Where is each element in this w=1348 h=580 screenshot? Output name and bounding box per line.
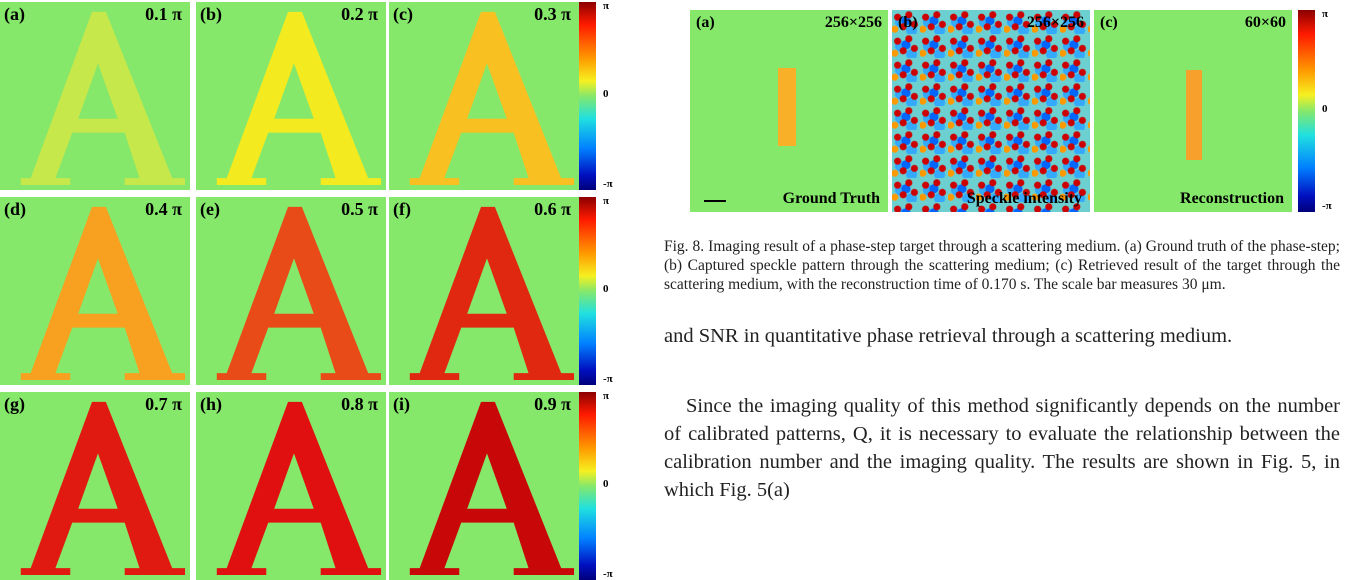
letter-shape [217,12,381,185]
panel-label: (i) [393,394,410,415]
letter-a [196,197,386,385]
letter-a [389,392,579,580]
panel-label: (e) [200,199,220,220]
panel-label: (a) [4,4,25,25]
paragraph: and SNR in quantitative phase retrieval … [664,322,1340,350]
phase-label: 0.5 π [341,199,378,220]
colorbar-tick: -π [1322,200,1332,212]
colorbar-tick: 0 [603,478,609,490]
colorbar-tick: 0 [1322,103,1328,115]
colorbar-tick: -π [603,568,613,580]
panel-label: (d) [4,199,26,220]
panel-label: (c) [1100,14,1118,32]
panel-label: (b) [200,4,222,25]
phase-panel: (c) 0.3 π [389,2,579,190]
colorbar-tick: π [603,0,609,12]
result-panel: (b) 256×256 Speckle intensity [892,10,1090,212]
colorbar-tick: π [603,390,609,402]
letter-shape [21,402,185,575]
phase-label: 0.6 π [534,199,571,220]
size-label: 60×60 [1245,14,1286,32]
letter-shape [217,402,381,575]
panel-label: (g) [4,394,25,415]
panel-label: (h) [200,394,222,415]
panel-label: (f) [393,199,411,220]
result-panel: (a) 256×256 Ground Truth [690,10,888,212]
phase-label: 0.8 π [341,394,378,415]
letter-shape [410,207,574,380]
letter-a [0,2,190,190]
colorbar [1298,10,1315,212]
letter-shape [217,207,381,380]
phase-panel: (e) 0.5 π [196,197,386,385]
size-label: 256×256 [1027,14,1084,32]
panel-label: (b) [898,14,918,32]
phase-label: 0.9 π [534,394,571,415]
letter-a [196,2,386,190]
panel-label: (c) [393,4,413,25]
phase-label: 0.2 π [341,4,378,25]
phase-panel: (i) 0.9 π [389,392,579,580]
phase-label: 0.3 π [534,4,571,25]
panel-label: (a) [696,14,715,32]
letter-a [0,197,190,385]
colorbar-tick: 0 [603,283,609,295]
panel-caption: Ground Truth [783,190,880,208]
page: {"figure_left": { "panels": [ {"label": … [0,0,1348,579]
colorbar-tick: 0 [603,88,609,100]
figure-caption: Fig. 8. Imaging result of a phase-step t… [664,237,1340,294]
scale-bar [704,200,726,202]
paragraph: Since the imaging quality of this method… [664,392,1340,504]
panel-caption: Speckle intensity [967,190,1082,208]
colorbar [579,197,596,385]
letter-a [389,2,579,190]
phase-panel: (a) 0.1 π [0,2,190,190]
letter-shape [21,207,185,380]
letter-shape [21,12,185,185]
colorbar-tick: π [1322,8,1328,20]
colorbar-tick: -π [603,373,613,385]
phase-step [778,68,796,146]
letter-a [0,392,190,580]
colorbar-tick: -π [603,178,613,190]
result-panel: (c) 60×60 Reconstruction [1094,10,1292,212]
phase-panel: (h) 0.8 π [196,392,386,580]
phase-label: 0.1 π [145,4,182,25]
letter-a [196,392,386,580]
phase-panel: (f) 0.6 π [389,197,579,385]
letter-shape [410,12,574,185]
colorbar-tick: π [603,195,609,207]
phase-panel: (b) 0.2 π [196,2,386,190]
letter-a [389,197,579,385]
panel-caption: Reconstruction [1180,190,1284,208]
phase-label: 0.4 π [145,199,182,220]
size-label: 256×256 [825,14,882,32]
phase-panel: (g) 0.7 π [0,392,190,580]
phase-step [1186,70,1202,160]
colorbar [579,392,596,580]
colorbar [579,2,596,190]
phase-label: 0.7 π [145,394,182,415]
letter-shape [410,402,574,575]
phase-panel: (d) 0.4 π [0,197,190,385]
